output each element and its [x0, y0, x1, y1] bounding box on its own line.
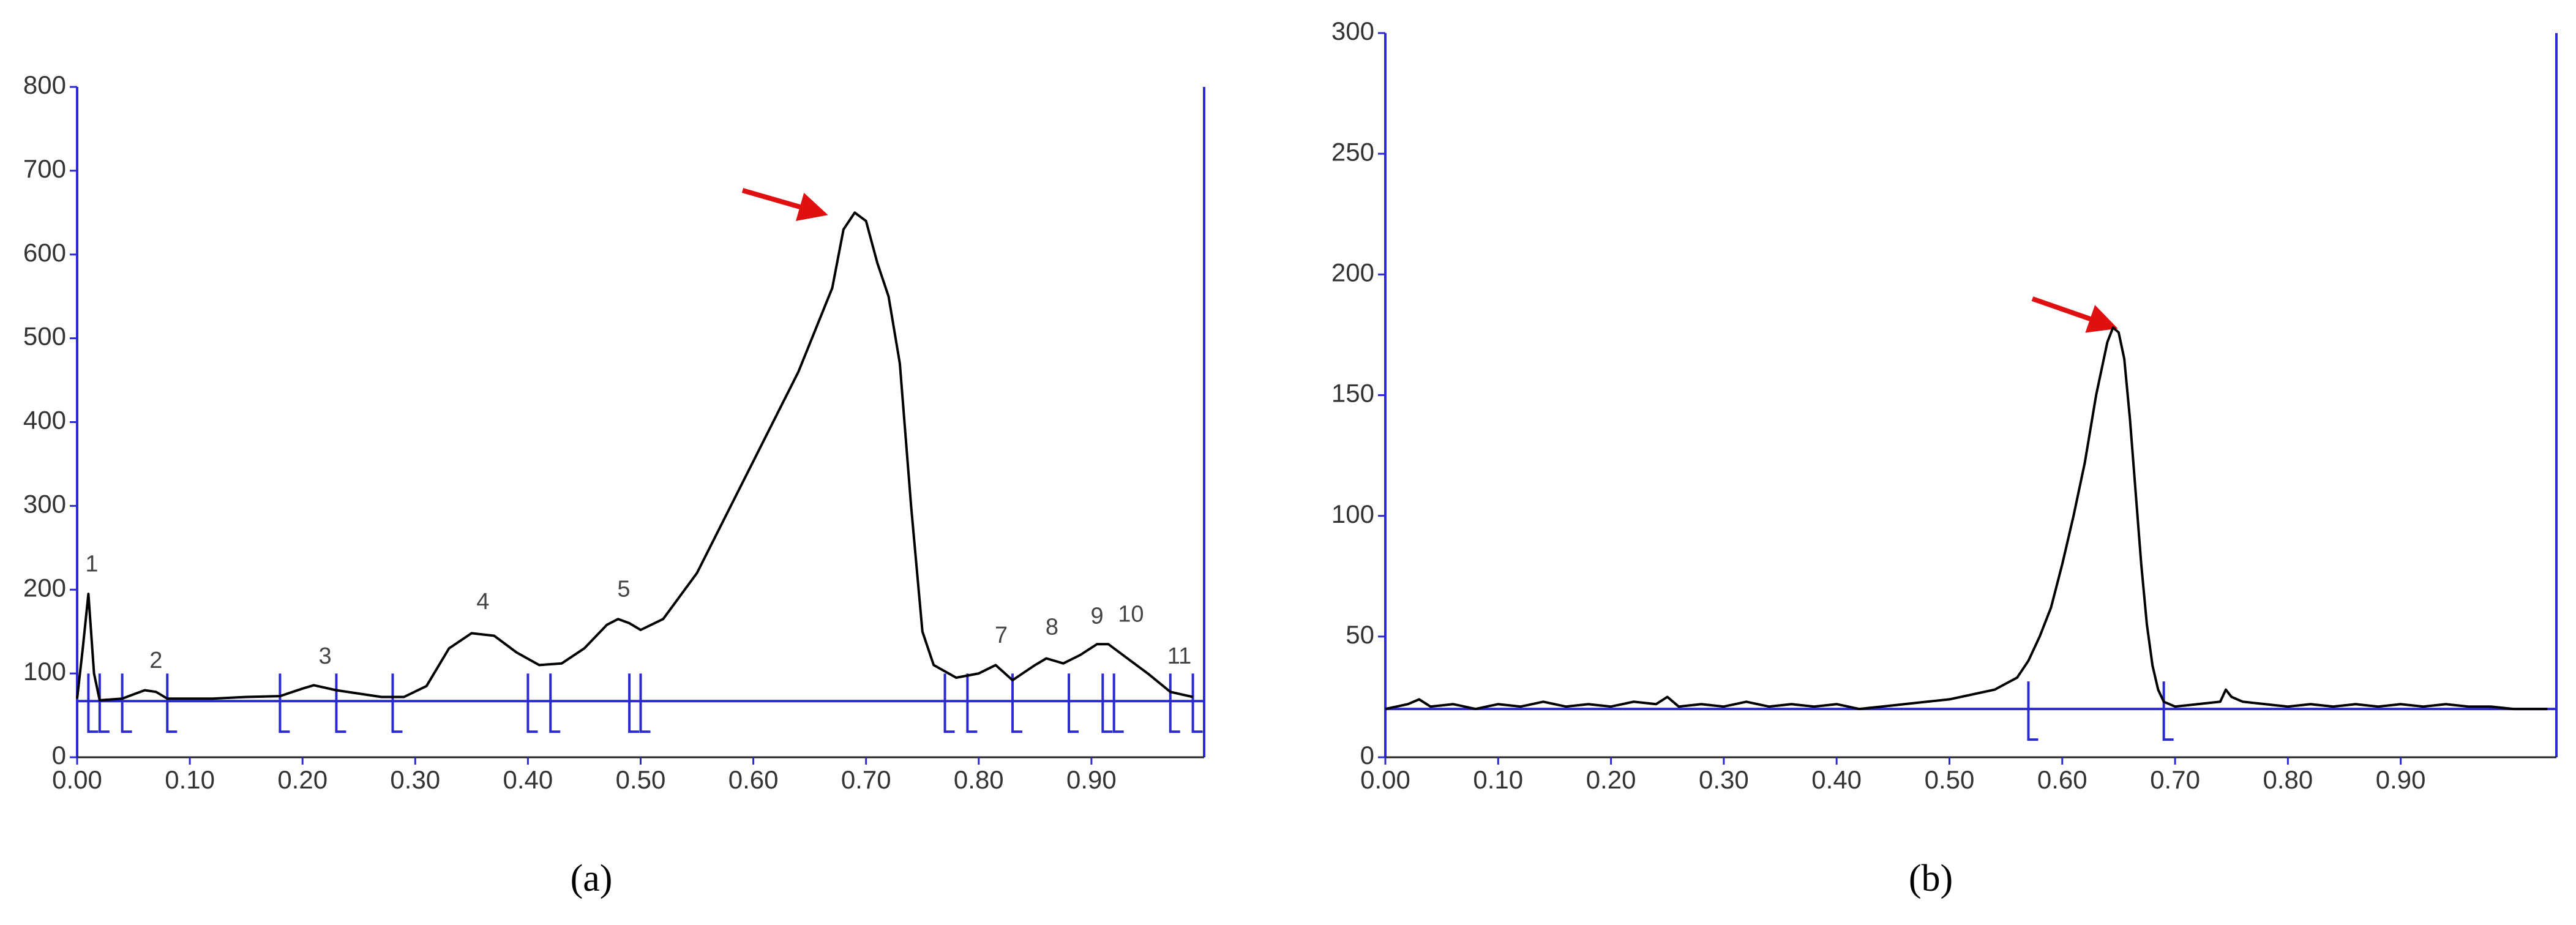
- x-tick-label: 0.00: [52, 765, 102, 794]
- x-tick-label: 0.10: [165, 765, 215, 794]
- peak-boundary: [628, 673, 640, 733]
- y-tick-label: 150: [1331, 379, 1374, 408]
- peak-label: 2: [149, 648, 162, 673]
- caption: (a): [571, 858, 613, 899]
- peak-boundary: [98, 673, 110, 733]
- peak-boundary: [526, 673, 538, 733]
- x-tick-label: 0.80: [954, 765, 1004, 794]
- peak-boundary: [2162, 681, 2174, 741]
- peak-boundary: [966, 673, 978, 733]
- peak-boundary: [335, 673, 346, 733]
- x-tick-label: 0.30: [1699, 765, 1749, 794]
- x-tick-label: 0.70: [841, 765, 891, 794]
- x-tick-label: 0.40: [1811, 765, 1862, 794]
- y-tick-label: 800: [23, 70, 66, 99]
- x-tick-label: 0.40: [503, 765, 553, 794]
- peak-boundary: [639, 673, 651, 733]
- peak-boundary: [1011, 673, 1023, 733]
- x-tick-label: 0.00: [1360, 765, 1410, 794]
- y-tick-label: 300: [1331, 17, 1374, 45]
- peak-boundary: [1101, 673, 1113, 733]
- y-tick-label: 500: [23, 322, 66, 351]
- x-tick-label: 0.50: [616, 765, 666, 794]
- y-tick-label: 100: [23, 657, 66, 686]
- peak-boundary: [1068, 673, 1079, 733]
- x-tick-label: 0.50: [1925, 765, 1975, 794]
- peak-label: 11: [1167, 643, 1191, 669]
- x-tick-label: 0.80: [2263, 765, 2313, 794]
- peak-label: 1: [85, 552, 98, 577]
- arrow: [2031, 296, 2118, 333]
- y-tick-label: 200: [1331, 258, 1374, 286]
- y-tick-label: 200: [23, 573, 66, 602]
- x-tick-label: 0.60: [2037, 765, 2087, 794]
- peak-label: 3: [318, 643, 331, 669]
- peak-boundary: [87, 673, 99, 733]
- peak-boundary: [391, 673, 403, 733]
- y-tick-label: 50: [1346, 620, 1374, 649]
- peak-boundary: [121, 673, 132, 733]
- data-line: [1385, 326, 2548, 711]
- peak-boundary: [1112, 673, 1124, 733]
- data-line: [76, 211, 1194, 702]
- peak-label: 5: [617, 577, 630, 602]
- x-tick-label: 0.20: [277, 765, 328, 794]
- peak-label: 8: [1046, 614, 1058, 640]
- x-tick-label: 0.20: [1586, 765, 1636, 794]
- peak-boundary: [1191, 673, 1203, 733]
- peak-boundary: [549, 673, 561, 733]
- peak-label: 10: [1118, 602, 1144, 627]
- peak-label: 4: [476, 589, 489, 615]
- x-tick-label: 0.30: [390, 765, 440, 794]
- y-tick-label: 250: [1331, 137, 1374, 166]
- caption: (b): [1909, 858, 1953, 899]
- x-tick-label: 0.10: [1473, 765, 1523, 794]
- peak-label: 7: [995, 623, 1008, 648]
- y-tick-label: 300: [23, 489, 66, 518]
- y-tick-label: 700: [23, 154, 66, 183]
- y-tick-label: 100: [1331, 500, 1374, 528]
- peak-boundary: [943, 673, 955, 733]
- y-tick-label: 400: [23, 406, 66, 435]
- peak-boundary: [2027, 681, 2039, 741]
- arrow: [741, 188, 828, 221]
- y-tick-label: 600: [23, 238, 66, 267]
- peak-boundary: [166, 673, 178, 733]
- x-tick-label: 0.60: [728, 765, 779, 794]
- x-tick-label: 0.70: [2150, 765, 2200, 794]
- x-tick-label: 0.90: [1066, 765, 1117, 794]
- x-tick-label: 0.90: [2376, 765, 2426, 794]
- peak-label: 9: [1091, 603, 1104, 629]
- peak-boundary: [1169, 673, 1180, 733]
- y-tick-label: 0: [1360, 741, 1374, 770]
- y-tick-label: 0: [52, 741, 66, 770]
- peak-boundary: [279, 673, 290, 733]
